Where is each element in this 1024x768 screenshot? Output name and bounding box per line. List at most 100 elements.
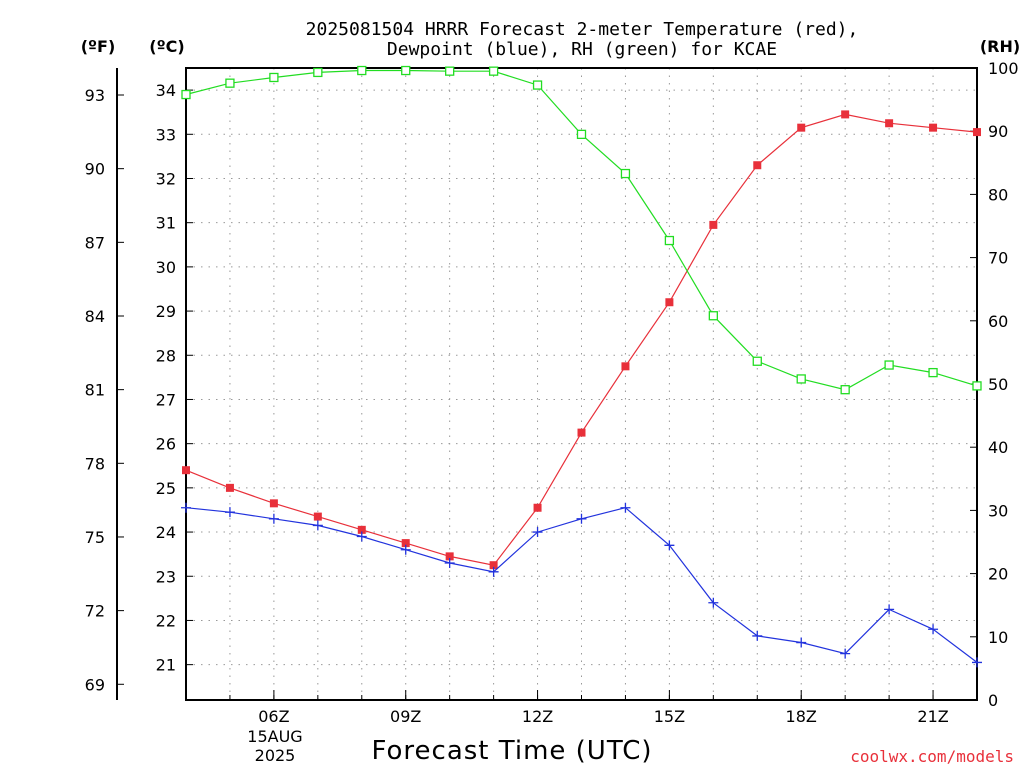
fahrenheit-tick-label: 75: [85, 528, 105, 547]
rh-point: [401, 65, 411, 76]
temperature-point: [313, 512, 322, 521]
rh-tick-label: 30: [988, 501, 1008, 520]
celsius-tick-label: 31: [156, 214, 176, 233]
rh-point: [708, 311, 718, 321]
rh-axis-unit: (RH): [980, 37, 1020, 56]
grid-lines: [186, 68, 977, 700]
temperature-point: [182, 466, 190, 475]
rh-point: [488, 66, 499, 76]
time-tick-label: 18Z: [786, 707, 817, 726]
temperature-point: [797, 123, 806, 132]
rh-point: [884, 360, 894, 370]
chart-title-line-1: 2025081504 HRRR Forecast 2-meter Tempera…: [306, 19, 859, 40]
credit-text: coolwx.com/models: [850, 747, 1014, 766]
time-tick-label: 21Z: [917, 707, 948, 726]
temperature-point: [621, 362, 630, 371]
dewpoint-point: [224, 507, 235, 518]
rh-line: [185, 69, 978, 391]
dewpoint-point: [664, 540, 675, 551]
dewpoint-point: [928, 624, 939, 635]
fahrenheit-tick-label: 72: [85, 602, 105, 621]
temperature-point: [885, 119, 894, 128]
celsius-tick-label: 22: [156, 611, 176, 630]
rh-tick-label: 70: [988, 249, 1008, 268]
celsius-tick-label: 33: [156, 125, 176, 144]
rh-point: [357, 65, 367, 76]
time-tick-label: 06Z: [258, 707, 289, 726]
fahrenheit-tick-label: 81: [85, 381, 105, 400]
rh-point: [445, 66, 455, 76]
fahrenheit-axis-unit: (ºF): [81, 37, 116, 56]
temperature-point: [533, 503, 542, 512]
rh-tick-label: 40: [988, 438, 1008, 457]
date-label-year: 2025: [255, 746, 296, 765]
rh-point: [576, 129, 587, 140]
dewpoint-point: [444, 557, 455, 568]
rh-tick-label: 0: [988, 691, 998, 710]
celsius-tick-label: 32: [156, 169, 176, 188]
dewpoint-point: [620, 502, 631, 513]
fahrenheit-tick-label: 69: [85, 675, 105, 694]
rh-tick-label: 100: [988, 59, 1019, 78]
dewpoint-point: [488, 566, 499, 577]
temperature-point: [489, 561, 498, 570]
temperature-point: [841, 110, 850, 119]
temperature-point: [269, 499, 278, 508]
fahrenheit-tick-label: 87: [85, 233, 105, 252]
celsius-tick-label: 24: [156, 523, 176, 542]
temperature-point: [357, 525, 366, 534]
dewpoint-point: [708, 597, 719, 608]
celsius-axis-unit: (ºC): [149, 37, 184, 56]
dewpoint-point: [576, 513, 587, 524]
celsius-tick-label: 25: [156, 479, 176, 498]
time-tick-label: 15Z: [654, 707, 685, 726]
time-axis: 06Z 09Z 12Z 15Z 18Z 21Z: [185, 690, 978, 726]
celsius-tick-label: 23: [156, 567, 176, 586]
dewpoint-point: [400, 544, 411, 555]
x-axis-label: Forecast Time (UTC): [371, 736, 652, 766]
fahrenheit-axis: 69 72 75 78 81 84 87 90 93: [85, 86, 124, 694]
celsius-axis: 21 22 23 24 25 26 27 28 29 30 31 32 33 34: [156, 81, 193, 675]
temperature-point: [973, 128, 981, 137]
temperature-point: [225, 483, 234, 492]
rh-point: [620, 168, 631, 179]
temperature-point: [929, 123, 938, 132]
rh-point: [840, 385, 850, 395]
dewpoint-series: [181, 502, 982, 668]
rh-tick-label: 80: [988, 185, 1008, 204]
temperature-point: [709, 220, 718, 229]
temperature-point: [753, 161, 762, 170]
temperature-point: [665, 298, 674, 307]
rh-point: [972, 381, 982, 391]
dewpoint-point: [312, 520, 323, 531]
dewpoint-point: [796, 637, 807, 648]
rh-point: [181, 89, 191, 100]
rh-point: [796, 374, 806, 384]
dewpoint-point: [884, 604, 895, 615]
rh-point: [225, 78, 235, 88]
dewpoint-point: [181, 502, 191, 513]
date-label-day: 15AUG: [247, 727, 302, 746]
dewpoint-point: [532, 527, 543, 538]
dewpoint-point: [972, 657, 982, 668]
temperature-line: [185, 113, 978, 566]
celsius-tick-label: 26: [156, 435, 176, 454]
rh-point: [532, 80, 543, 90]
dewpoint-point: [752, 630, 763, 641]
rh-tick-label: 50: [988, 375, 1008, 394]
rh-point: [313, 67, 323, 78]
series-layer: [181, 65, 982, 668]
rh-tick-label: 10: [988, 628, 1008, 647]
celsius-tick-label: 27: [156, 390, 176, 409]
rh-point: [928, 367, 938, 378]
dewpoint-point: [268, 513, 279, 524]
dewpoint-point: [356, 531, 367, 542]
rh-tick-label: 20: [988, 565, 1008, 584]
celsius-tick-label: 34: [156, 81, 176, 100]
rh-point: [269, 72, 279, 83]
celsius-tick-label: 28: [156, 346, 176, 365]
rh-series: [181, 65, 982, 395]
time-tick-label: 12Z: [522, 707, 553, 726]
celsius-tick-label: 30: [156, 258, 176, 277]
